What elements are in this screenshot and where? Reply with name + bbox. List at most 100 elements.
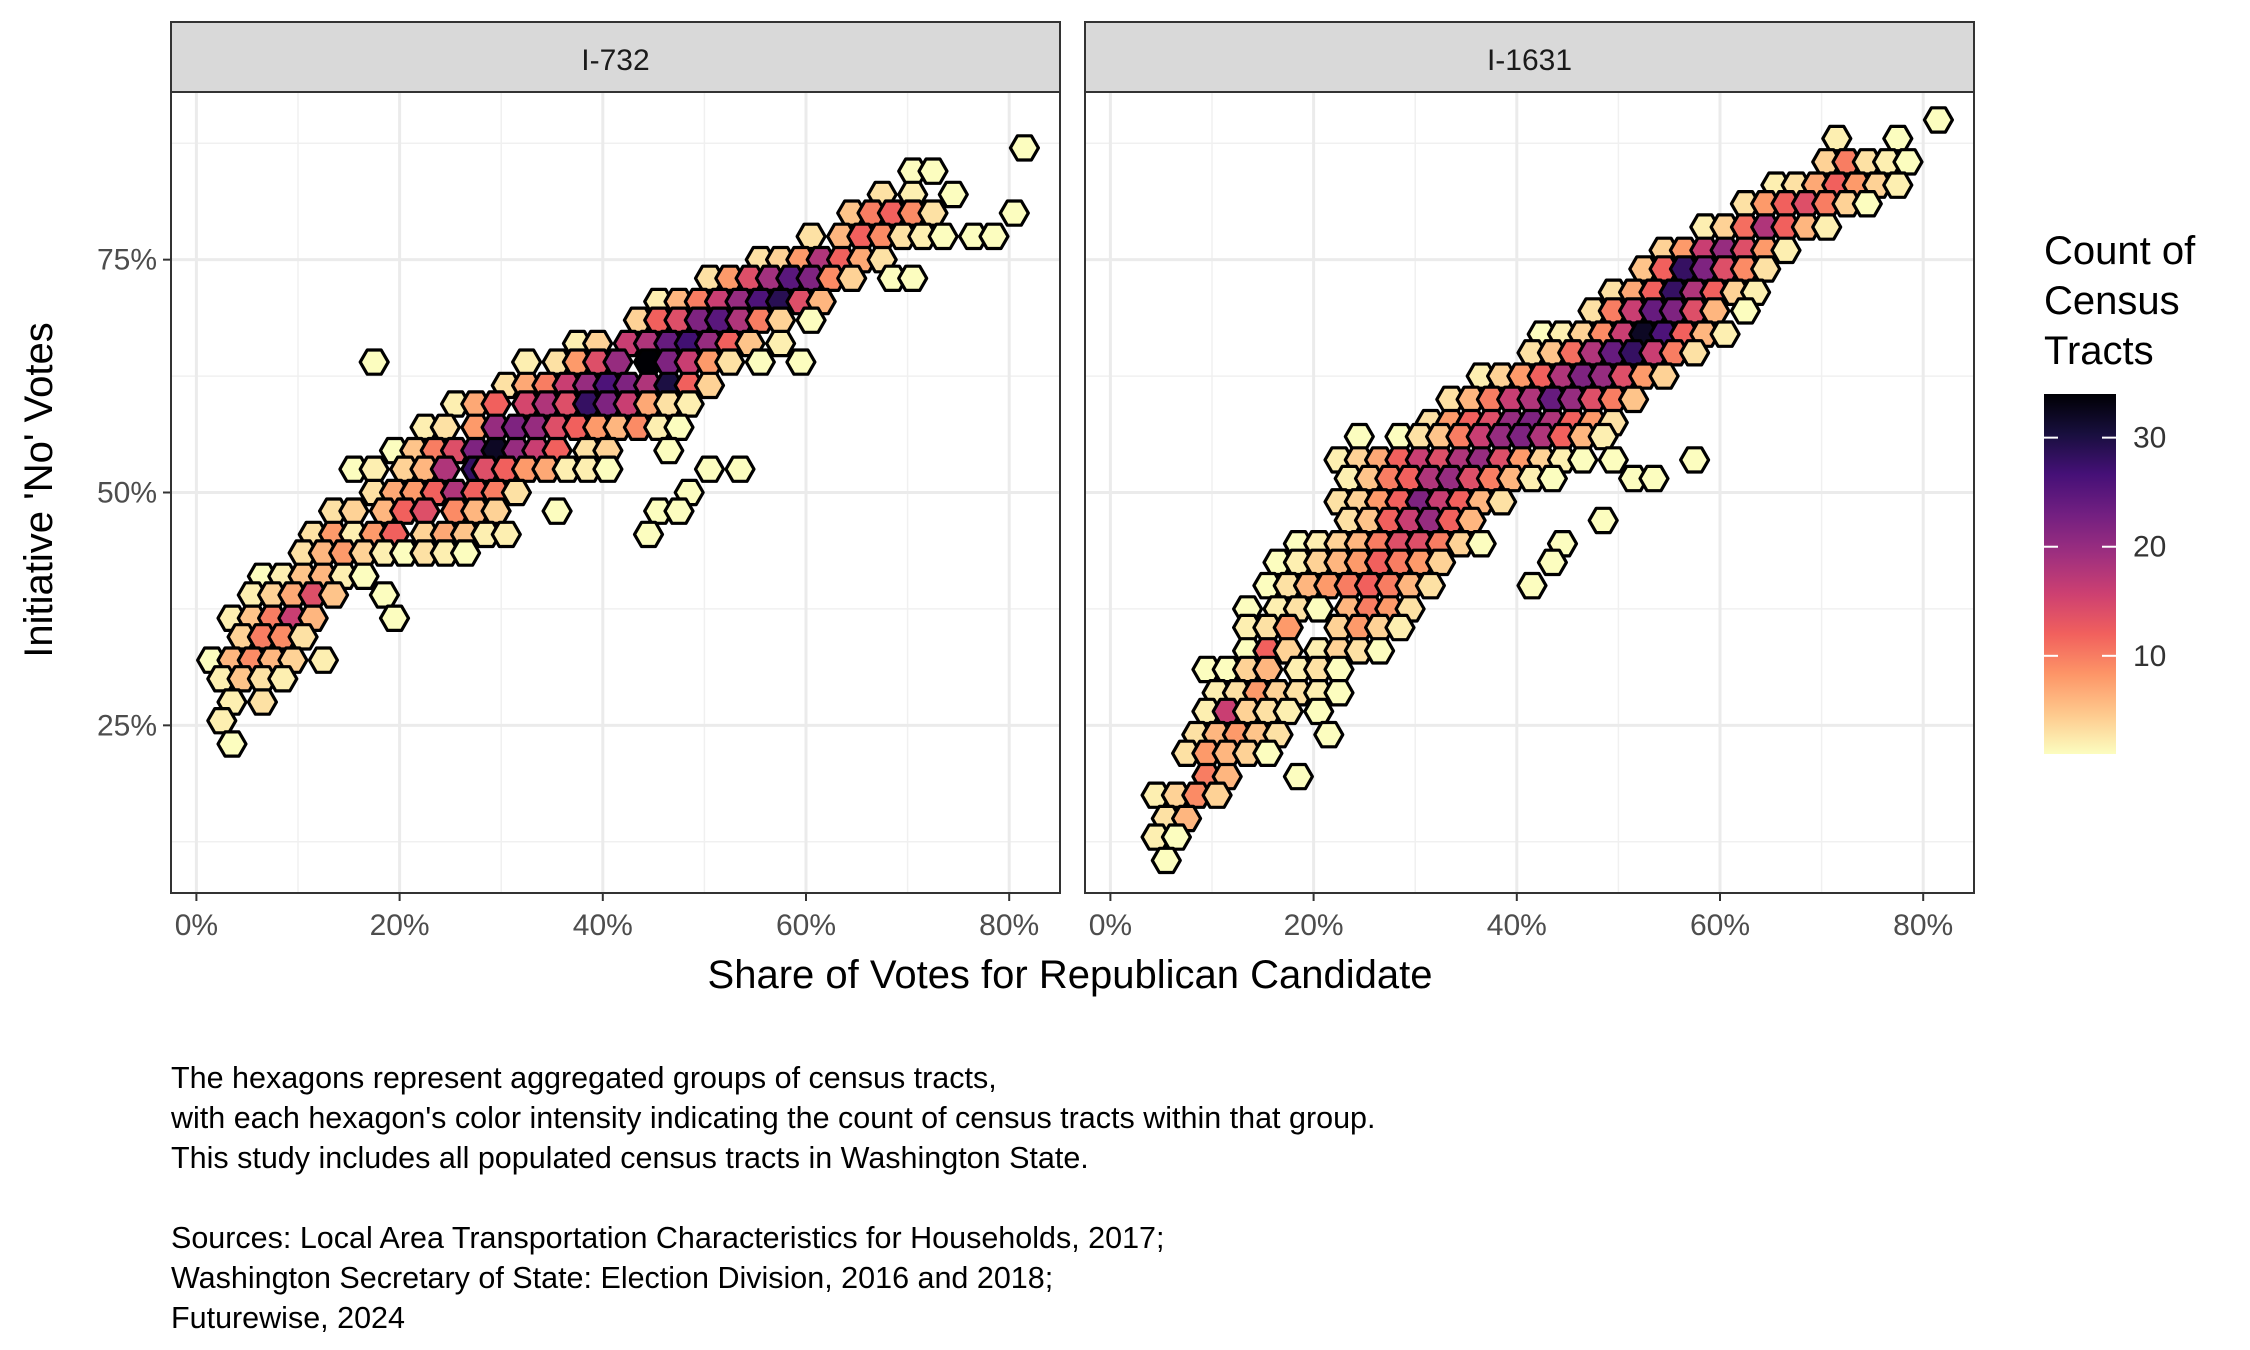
hex-bin	[653, 436, 685, 465]
hex-bin	[744, 306, 776, 334]
hex-bin	[1150, 846, 1182, 875]
hex-bin	[917, 157, 949, 185]
hex-bin	[1282, 762, 1315, 791]
hex-bin	[1455, 506, 1487, 535]
hex-bin	[1648, 362, 1680, 390]
hex-bin	[368, 581, 400, 609]
hex-bin	[1750, 255, 1782, 283]
hex-bin	[1617, 385, 1650, 414]
hex-bin	[490, 520, 522, 549]
hex-bin	[429, 455, 461, 483]
hex-bin	[480, 390, 512, 418]
hex-bin	[693, 455, 726, 483]
hex-bin	[307, 646, 339, 674]
hexagons	[1140, 106, 1955, 875]
hex-bin	[480, 497, 512, 525]
hex-bin	[1272, 613, 1304, 642]
hex-bin	[470, 520, 502, 549]
hex-bin	[571, 455, 604, 483]
hex-bin	[643, 497, 675, 525]
panel-1: I-1631 0% 20% 40% 60% 80%	[1084, 21, 1975, 942]
hex-bin	[764, 329, 797, 358]
x-tick-label: 20%	[1284, 909, 1344, 942]
y-tick-label: 50%	[97, 477, 157, 510]
legend-title-line-1: Count of	[2044, 229, 2196, 273]
hex-bin	[1709, 320, 1741, 348]
hex-bin	[1343, 422, 1375, 451]
hex-bin	[663, 413, 695, 441]
hex-bin	[1465, 529, 1497, 558]
hex-bin	[378, 604, 411, 633]
hex-bin	[785, 348, 817, 376]
hex-bin	[602, 413, 634, 441]
facet-label: I-732	[581, 44, 649, 77]
hex-bin	[744, 348, 776, 376]
hex-bin	[1567, 446, 1599, 474]
hex-bin	[500, 478, 533, 507]
hex-bin	[1811, 213, 1843, 241]
hex-bin	[1181, 781, 1213, 809]
hex-bin	[1536, 548, 1569, 577]
hex-bin	[917, 199, 949, 227]
caption-line-2: with each hexagon's color intensity indi…	[171, 1101, 1376, 1135]
hex-bin	[1587, 422, 1619, 451]
hexbin-chart: I-732 0% 20% 40% 60% 80% 25% 50% 75% I-1631 0% 20% 4…	[17, 21, 2196, 997]
hex-bin	[693, 371, 726, 400]
hex-bin	[206, 706, 238, 735]
x-tick-label: 40%	[573, 909, 633, 942]
legend-color-bar	[2044, 394, 2116, 754]
hex-bin	[1424, 548, 1457, 577]
hex-bin	[1384, 613, 1416, 642]
hex-bin	[897, 264, 929, 292]
hex-bin	[978, 222, 1010, 251]
hex-bin	[622, 413, 655, 441]
hex-bin	[1343, 637, 1375, 665]
x-tick-label: 20%	[370, 909, 430, 942]
hex-bin	[389, 497, 421, 525]
hex-bin	[1882, 124, 1914, 153]
hex-bin	[632, 520, 665, 549]
hex-bin	[673, 390, 705, 418]
hex-bin	[724, 455, 756, 483]
x-axis-title: Share of Votes for Republican Candidate	[708, 953, 1433, 997]
y-axis-title: Initiative 'No' Votes	[17, 322, 61, 657]
hex-bin	[358, 348, 390, 376]
hex-bin	[1170, 739, 1203, 768]
hex-bin	[531, 455, 563, 483]
hex-bin	[318, 581, 350, 609]
hex-bin	[1323, 655, 1355, 684]
facet-strip	[1084, 21, 1975, 93]
hex-bin	[927, 222, 959, 251]
hex-bin	[907, 222, 939, 251]
hex-bin	[1892, 148, 1924, 176]
hex-bin	[1445, 529, 1477, 558]
hex-bin	[998, 199, 1030, 227]
hex-bin	[1678, 339, 1711, 367]
y-tick-label: 75%	[97, 244, 157, 277]
hex-bin	[602, 348, 634, 376]
hex-bin	[714, 348, 746, 376]
hex-bin	[1008, 134, 1041, 162]
hex-bin	[1363, 637, 1396, 665]
x-tick-label: 80%	[979, 909, 1039, 942]
hex-bin	[267, 665, 299, 693]
hex-bin	[226, 665, 258, 693]
hex-bin	[1638, 464, 1670, 493]
hex-bin	[409, 497, 441, 525]
legend-title-line-3: Tracts	[2044, 329, 2154, 373]
hex-bin	[1160, 823, 1193, 851]
hex-bin	[1658, 339, 1690, 367]
hex-bin	[429, 413, 461, 441]
caption-source-2: Washington Secretary of State: Election …	[171, 1261, 1054, 1295]
hex-bin	[1617, 464, 1650, 493]
hex-bin	[1496, 464, 1528, 493]
hex-bin	[439, 390, 472, 418]
caption-source-1: Sources: Local Area Transportation Chara…	[171, 1221, 1165, 1255]
hex-bin	[1252, 655, 1284, 684]
hex-bin	[510, 455, 543, 483]
hex-bin	[541, 497, 573, 525]
panel-0: I-732 0% 20% 40% 60% 80% 25% 50% 75%	[97, 21, 1061, 942]
color-legend: Count of Census Tracts 10 20 30	[2044, 229, 2196, 754]
x-tick-label: 0%	[1089, 909, 1132, 942]
hex-bin	[815, 264, 848, 292]
